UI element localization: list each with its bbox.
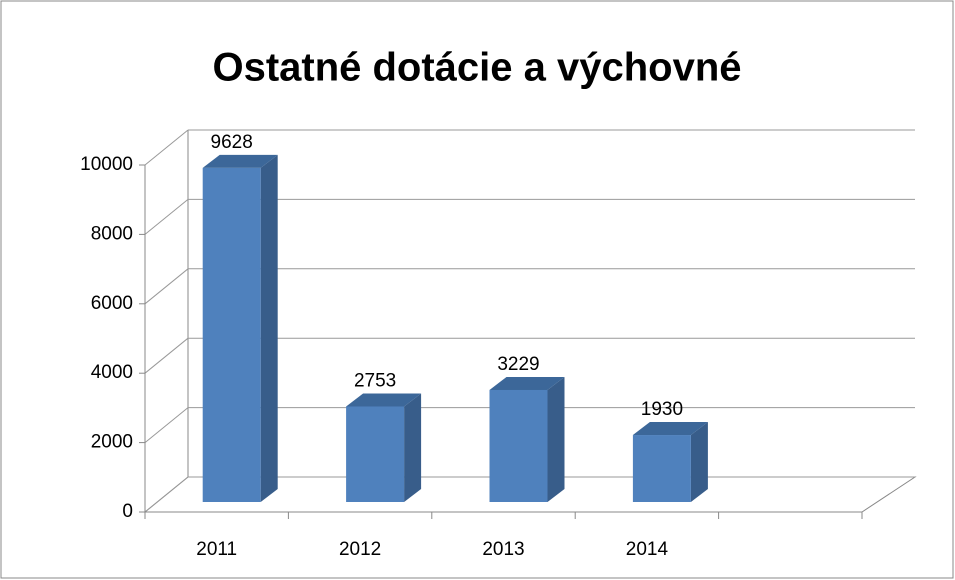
y-tick-label: 4000 xyxy=(91,362,133,383)
y-tick-label: 0 xyxy=(122,501,133,522)
bar-side xyxy=(547,376,565,502)
bar-side xyxy=(690,422,708,502)
bar-top xyxy=(632,422,708,436)
bar xyxy=(489,376,565,502)
bar xyxy=(202,154,278,503)
bar xyxy=(632,422,708,502)
chart-title: Ostatné dotácie a výchovné xyxy=(212,46,741,90)
data-label: 1930 xyxy=(641,399,683,420)
x-tick-label: 2012 xyxy=(339,539,381,560)
y-tick-label: 8000 xyxy=(91,223,133,244)
data-label: 2753 xyxy=(354,370,396,391)
bar-front xyxy=(489,389,548,502)
grid-line xyxy=(144,407,189,443)
bar xyxy=(346,393,422,502)
bar-top xyxy=(202,154,278,168)
data-label: 3229 xyxy=(497,354,539,375)
x-tick-label: 2011 xyxy=(196,539,237,560)
y-tick-label: 10000 xyxy=(80,154,133,175)
grid-line xyxy=(144,199,189,235)
data-label: 9628 xyxy=(211,132,253,153)
y-tick-label: 6000 xyxy=(91,293,133,314)
bar-side xyxy=(404,393,422,502)
bar-top xyxy=(346,393,422,407)
x-tick-label: 2014 xyxy=(626,539,669,560)
grid-line xyxy=(144,476,189,513)
bar-front xyxy=(202,167,261,503)
bar-front xyxy=(632,435,691,502)
bar-front xyxy=(346,406,405,502)
grid-line xyxy=(144,337,189,374)
y-tick-label: 2000 xyxy=(91,432,133,453)
bar-side xyxy=(260,154,278,503)
grid-line xyxy=(144,129,189,166)
grid-line xyxy=(144,268,189,305)
bar-top xyxy=(489,376,565,390)
x-tick-label: 2013 xyxy=(482,539,524,560)
